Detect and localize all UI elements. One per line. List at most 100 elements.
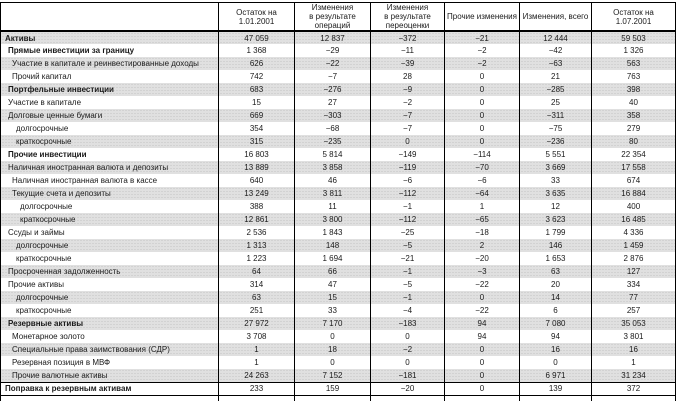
header-changes-total: Изменения, всего <box>519 2 592 32</box>
cell-value: 139 <box>519 381 592 396</box>
cell-value: 27 <box>294 96 371 109</box>
cell-value: 16 485 <box>591 213 676 226</box>
stub-cell <box>444 395 520 401</box>
cell-value: 17 558 <box>591 161 676 174</box>
cell-value: 16 <box>519 343 592 356</box>
cell-value: 12 444 <box>519 31 592 44</box>
row-label: краткосрочные <box>0 252 219 265</box>
cell-value: −4 <box>370 304 445 317</box>
cell-value: 315 <box>218 135 295 148</box>
cell-value: −21 <box>370 252 445 265</box>
cell-value: 2 876 <box>591 252 676 265</box>
table-row: долгосрочные 388 11 −1 1 12 400 <box>0 200 676 213</box>
cell-value: 334 <box>591 278 676 291</box>
cell-value: 0 <box>444 343 520 356</box>
cell-value: 6 <box>519 304 592 317</box>
cell-value: 40 <box>591 96 676 109</box>
cell-value: 22 354 <box>591 148 676 161</box>
cell-value: 1 <box>444 200 520 213</box>
cell-value: 3 858 <box>294 161 371 174</box>
cell-value: 763 <box>591 70 676 83</box>
cell-value: 59 503 <box>591 31 676 44</box>
table-row: Текущие счета и депозиты 13 249 3 811 −112… <box>0 187 676 200</box>
cell-value: 372 <box>591 381 676 396</box>
cell-value: 15 <box>218 96 295 109</box>
cell-value: 14 <box>519 291 592 304</box>
cell-value: 13 249 <box>218 187 295 200</box>
cell-value: 0 <box>444 122 520 135</box>
table-row: долгосрочные 63 15 −1 0 14 77 <box>0 291 676 304</box>
cell-value: 27 972 <box>218 317 295 330</box>
cell-value: 1 <box>591 356 676 369</box>
table-row: Наличная иностранная валюта в кассе 640 4… <box>0 174 676 187</box>
row-label: Прочий капитал <box>0 70 219 83</box>
cell-value: −29 <box>294 44 371 57</box>
cell-value: 35 053 <box>591 317 676 330</box>
header-balance-end: Остаток на 1.07.2001 <box>591 2 676 32</box>
table-header: Остаток на 1.01.2001 Изменения в результ… <box>0 2 676 32</box>
cell-value: −18 <box>444 226 520 239</box>
cell-value: 6 971 <box>519 369 592 382</box>
cell-value: 146 <box>519 239 592 252</box>
cell-value: 5 814 <box>294 148 371 161</box>
cell-value: 66 <box>294 265 371 278</box>
cell-value: 63 <box>519 265 592 278</box>
row-label: долгосрочные <box>0 239 219 252</box>
cell-value: 1 <box>218 356 295 369</box>
cell-value: −303 <box>294 109 371 122</box>
row-label: долгосрочные <box>0 291 219 304</box>
cell-value: 16 <box>591 343 676 356</box>
cell-value: 0 <box>444 96 520 109</box>
stub-cell <box>218 395 295 401</box>
cell-value: −114 <box>444 148 520 161</box>
cell-value: 3 635 <box>519 187 592 200</box>
cell-value: −276 <box>294 83 371 96</box>
row-label: Монетарное золото <box>0 330 219 343</box>
cell-value: 0 <box>294 356 371 369</box>
cell-value: −236 <box>519 135 592 148</box>
cell-value: 626 <box>218 57 295 70</box>
table-row: долгосрочные 1 313 148 −5 2 146 1 459 <box>0 239 676 252</box>
row-label: Текущие счета и депозиты <box>0 187 219 200</box>
cell-value: 25 <box>519 96 592 109</box>
stub-cell <box>591 395 676 401</box>
row-label: долгосрочные <box>0 200 219 213</box>
cell-value: 47 059 <box>218 31 295 44</box>
cell-value: −112 <box>370 187 445 200</box>
row-label: Прочие валютные активы <box>0 369 219 382</box>
table-row: Портфельные инвестиции 683 −276 −9 0 −285 398 <box>0 83 676 96</box>
cell-value: 669 <box>218 109 295 122</box>
cell-value: 7 080 <box>519 317 592 330</box>
cell-value: 1 799 <box>519 226 592 239</box>
header-balance-start: Остаток на 1.01.2001 <box>218 2 295 32</box>
stub-cell <box>0 395 219 401</box>
cell-value: 7 152 <box>294 369 371 382</box>
table-row: Прочие активы 314 47 −5 −22 20 334 <box>0 278 676 291</box>
row-label: Ссуды и займы <box>0 226 219 239</box>
cell-value: 640 <box>218 174 295 187</box>
table-row: Ссуды и займы 2 536 1 843 −25 −18 1 799 4 336 <box>0 226 676 239</box>
cell-value: −21 <box>444 31 520 44</box>
cell-value: −42 <box>519 44 592 57</box>
cell-value: −1 <box>370 200 445 213</box>
cell-value: 15 <box>294 291 371 304</box>
cell-value: 94 <box>444 317 520 330</box>
cell-value: 3 669 <box>519 161 592 174</box>
cell-value: 2 <box>444 239 520 252</box>
cell-value: 0 <box>444 70 520 83</box>
table-row: Долговые ценные бумаги 669 −303 −7 0 −311 358 <box>0 109 676 122</box>
table-row: Поправка к резервным активам 233 159 −20 0 1… <box>0 381 676 396</box>
cell-value: 64 <box>218 265 295 278</box>
cell-value: −63 <box>519 57 592 70</box>
cell-value: −2 <box>370 343 445 356</box>
cell-value: −183 <box>370 317 445 330</box>
row-label: Активы <box>0 31 219 44</box>
cell-value: 0 <box>444 109 520 122</box>
table-row: долгосрочные 354 −68 −7 0 −75 279 <box>0 122 676 135</box>
cell-value: 0 <box>519 356 592 369</box>
header-other-changes: Прочие изменения <box>444 2 520 32</box>
